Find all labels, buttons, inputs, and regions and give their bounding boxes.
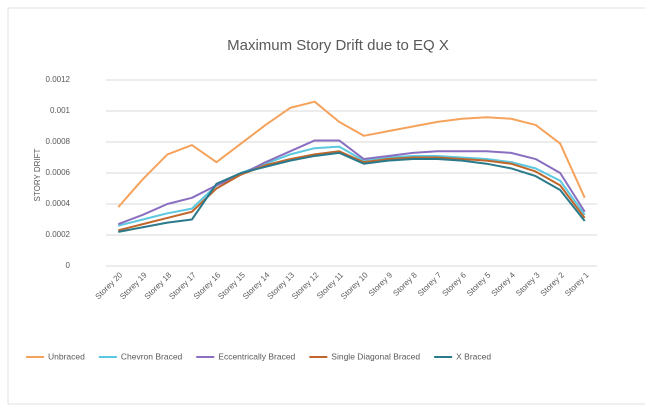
series-line bbox=[118, 150, 586, 232]
y-tick-label: 0 bbox=[66, 261, 71, 270]
y-axis-label: STORY DRIFT bbox=[33, 148, 42, 201]
legend-label: Eccentrically Braced bbox=[218, 351, 295, 361]
legend-label: X Braced bbox=[456, 351, 491, 361]
legend-label: Chevron Braced bbox=[121, 351, 183, 361]
y-tick-label: 0.0012 bbox=[46, 75, 71, 84]
chart-title: Maximum Story Drift due to EQ X bbox=[227, 37, 449, 54]
series-line bbox=[117, 139, 586, 226]
y-tick-label: 0.0002 bbox=[46, 230, 71, 239]
legend-label: Single Diagonal Braced bbox=[331, 351, 420, 361]
series-line bbox=[118, 145, 586, 227]
y-tick-label: 0.001 bbox=[50, 106, 71, 115]
series-line bbox=[117, 100, 586, 208]
y-tick-label: 0.0004 bbox=[46, 199, 71, 208]
y-tick-label: 0.0006 bbox=[46, 168, 71, 177]
y-tick-label: 0.0008 bbox=[46, 137, 71, 146]
legend-label: Unbraced bbox=[48, 351, 85, 361]
chart-frame bbox=[7, 7, 645, 405]
series-line bbox=[118, 151, 586, 233]
